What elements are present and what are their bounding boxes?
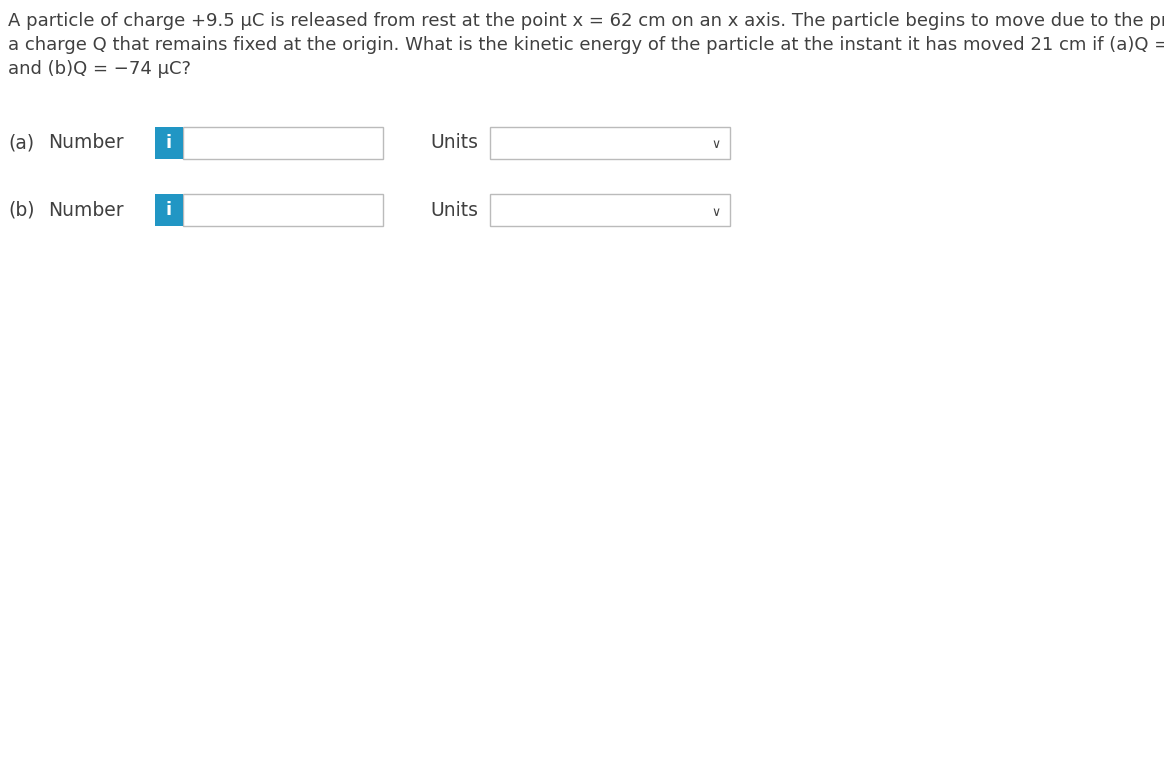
Bar xyxy=(155,127,183,159)
Text: a charge Q that remains fixed at the origin. What is the kinetic energy of the p: a charge Q that remains fixed at the ori… xyxy=(8,36,1164,54)
Text: (a): (a) xyxy=(8,133,34,153)
Text: Units: Units xyxy=(430,200,478,220)
Bar xyxy=(490,194,730,226)
Text: and (b)Q = −74 μC?: and (b)Q = −74 μC? xyxy=(8,60,191,78)
Bar xyxy=(183,194,383,226)
Text: Number: Number xyxy=(48,133,123,153)
Bar xyxy=(183,127,383,159)
Text: i: i xyxy=(166,134,172,152)
Bar xyxy=(490,127,730,159)
Bar xyxy=(155,194,183,226)
Text: ∨: ∨ xyxy=(711,206,721,219)
Text: Units: Units xyxy=(430,133,478,153)
Text: ∨: ∨ xyxy=(711,138,721,151)
Text: i: i xyxy=(166,201,172,219)
Text: Number: Number xyxy=(48,200,123,220)
Text: A particle of charge +9.5 μC is released from rest at the point x = 62 cm on an : A particle of charge +9.5 μC is released… xyxy=(8,12,1164,30)
Text: (b): (b) xyxy=(8,200,35,220)
